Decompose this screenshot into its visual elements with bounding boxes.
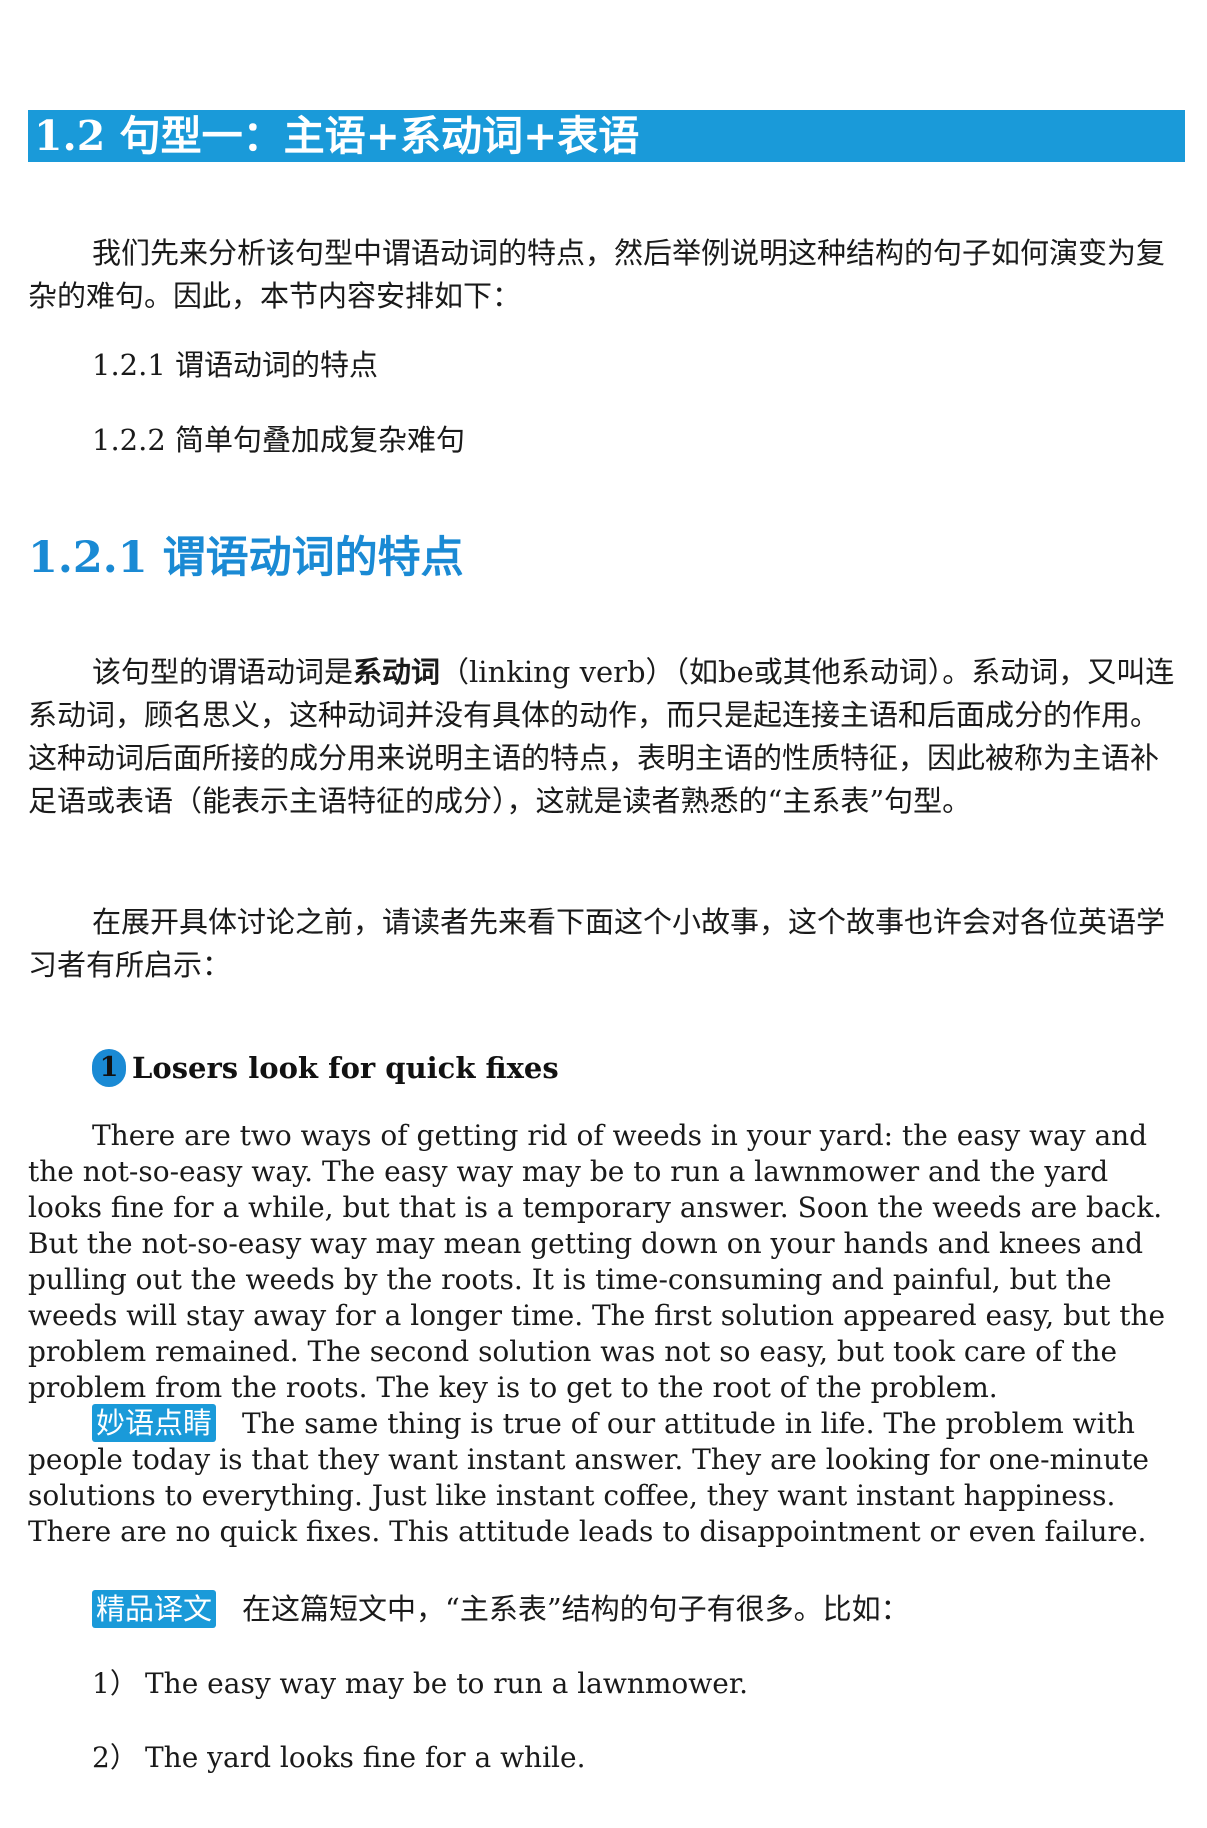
story-title-text: Losers look for quick fixes [132, 1051, 559, 1085]
story-number-badge: 1 [92, 1049, 126, 1087]
story-intro-paragraph: 在展开具体讨论之前，请读者先来看下面这个小故事，这个故事也许会对各位英语学习者有… [28, 905, 1166, 982]
example-1-number: 1） [92, 1667, 138, 1700]
example-1: 1） The easy way may be to run a lawnmower… [92, 1664, 748, 1704]
story-body: There are two ways of getting rid of wee… [28, 1119, 1166, 1404]
translation-text: 在这篇短文中，“主系表”结构的句子有很多。比如： [242, 1592, 910, 1626]
translation-tag: 精品译文 [92, 1590, 217, 1628]
example-2: 2） The yard looks fine for a while. [92, 1738, 585, 1778]
insight-paragraph: 妙语点睛 The same thing is true of our attitu… [28, 1404, 1188, 1550]
story-title: 1 Losers look for quick fixes [92, 1048, 559, 1088]
example-2-text: The yard looks fine for a while. [145, 1741, 586, 1774]
example-2-number: 2） [92, 1741, 138, 1774]
intro-paragraph: 我们先来分析该句型中谓语动词的特点，然后举例说明这种结构的句子如何演变为复杂的难… [28, 236, 1166, 313]
toc-item-1: 1.2.1 谓语动词的特点 [92, 348, 379, 382]
subsection-title: 1.2.1 谓语动词的特点 [28, 533, 464, 583]
linking-verb-paragraph: 该句型的谓语动词是系动词（linking verb）（如be或其他系动词）。系动… [28, 651, 1185, 823]
toc-item-2: 1.2.2 简单句叠加成复杂难句 [92, 423, 466, 457]
translation-paragraph: 精品译文 在这篇短文中，“主系表”结构的句子有很多。比如： [28, 1589, 1188, 1629]
insight-tag: 妙语点睛 [92, 1404, 217, 1442]
p1-text-after: （linking verb）（如be或其他系动词）。系动词，又叫连系动词，顾名思… [28, 655, 1175, 818]
example-1-text: The easy way may be to run a lawnmower. [145, 1667, 749, 1700]
section-title-bar: 1.2 句型一：主语+系动词+表语 [28, 110, 1185, 162]
p1-bold-term: 系动词 [353, 655, 441, 689]
insight-text: The same thing is true of our attitude i… [28, 1407, 1149, 1548]
p1-text-before: 该句型的谓语动词是 [92, 655, 354, 689]
